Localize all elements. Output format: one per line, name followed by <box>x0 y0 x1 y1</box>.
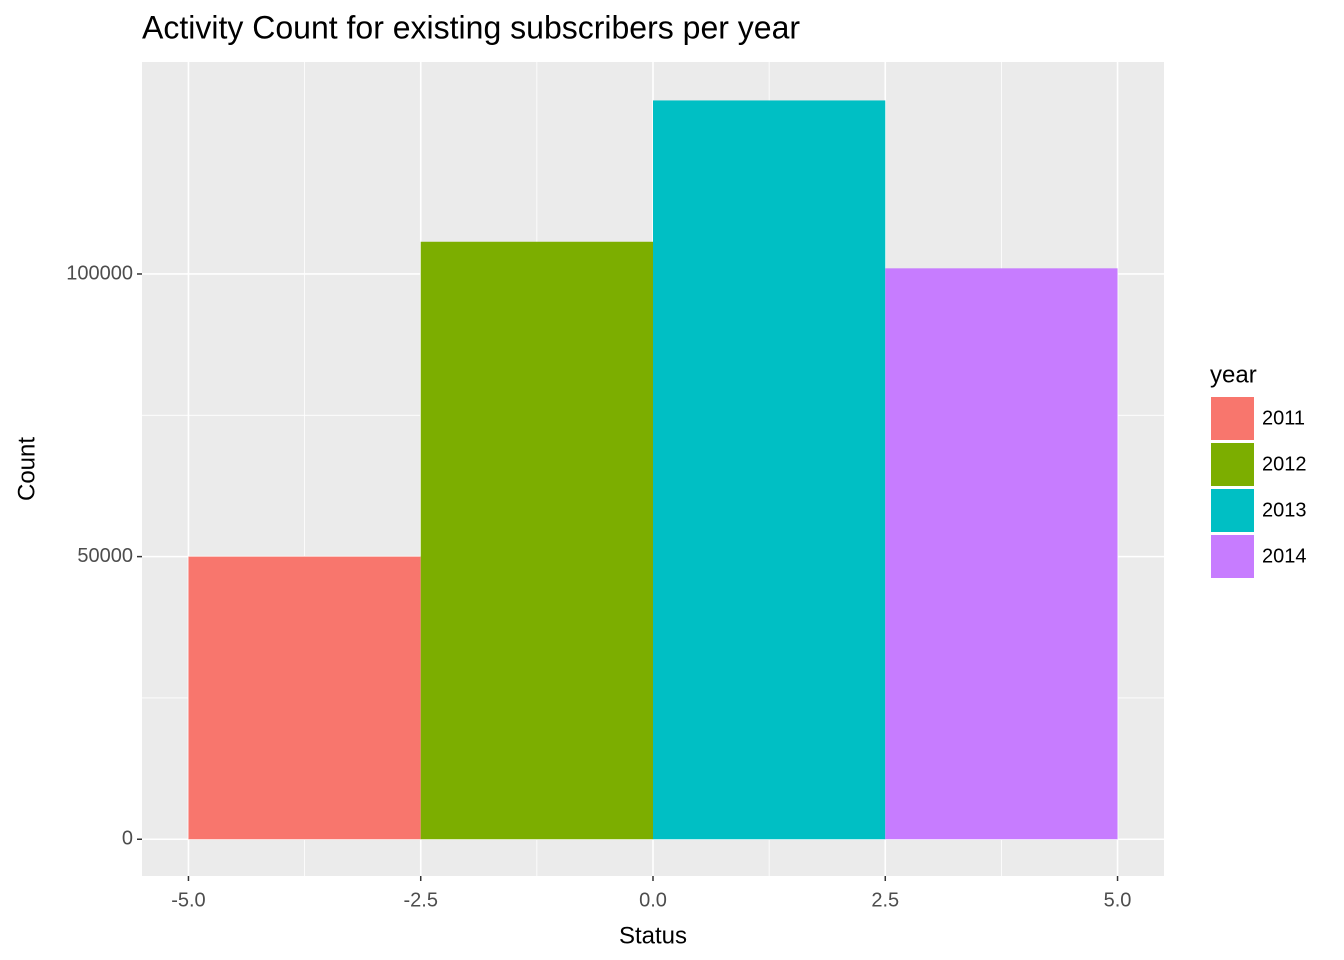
legend-key <box>1211 443 1254 486</box>
x-tick-label: -5.0 <box>171 889 205 911</box>
bar <box>653 100 886 840</box>
legend-key <box>1211 535 1254 578</box>
y-tick-label: 0 <box>122 828 133 850</box>
x-tick-label: 2.5 <box>871 889 899 911</box>
bar <box>885 268 1118 840</box>
x-tick-label: 0.0 <box>639 889 667 911</box>
x-axis-title: Status <box>619 922 687 949</box>
chart-title: Activity Count for existing subscribers … <box>142 9 800 45</box>
legend-label: 2012 <box>1262 453 1307 475</box>
bar <box>420 241 653 840</box>
legend-label: 2013 <box>1262 499 1307 521</box>
y-axis-title: Count <box>13 437 40 501</box>
legend-key <box>1211 397 1254 440</box>
legend-title: year <box>1210 361 1257 388</box>
x-tick-label: -2.5 <box>403 889 437 911</box>
legend-label: 2011 <box>1262 407 1305 429</box>
x-tick-label: 5.0 <box>1104 889 1132 911</box>
bar <box>188 556 421 840</box>
y-tick-label: 100000 <box>66 262 133 284</box>
legend-key <box>1211 489 1254 532</box>
y-tick-label: 50000 <box>77 545 133 567</box>
legend-label: 2014 <box>1262 545 1307 567</box>
